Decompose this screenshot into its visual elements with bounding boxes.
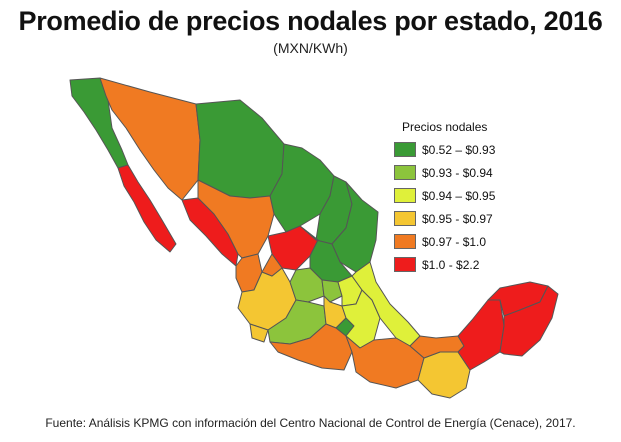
map-subtitle: (MXN/KWh): [273, 40, 348, 56]
state-campeche: [457, 299, 505, 371]
legend-label: $0.97 - $1.0: [422, 234, 487, 249]
legend-label: $0.52 – $0.93: [422, 142, 496, 157]
legend-swatch: [394, 257, 416, 272]
legend-label: $0.93 - $0.94: [422, 165, 493, 180]
legend-label: $0.95 - $0.97: [422, 211, 493, 226]
legend-item: $0.97 - $1.0: [394, 233, 574, 250]
legend-item: $0.95 - $0.97: [394, 210, 574, 227]
legend-swatch: [394, 142, 416, 157]
legend-title: Precios nodales: [402, 120, 488, 134]
legend-swatch: [394, 165, 416, 180]
state-chihuahua: [195, 99, 285, 199]
legend-swatch: [394, 188, 416, 203]
legend-swatch: [394, 234, 416, 249]
map-legend: Precios nodales $0.52 – $0.93 $0.93 - $0.…: [394, 120, 574, 279]
state-colima: [249, 323, 269, 343]
state-queretaro: [321, 279, 343, 303]
state-coahuila: [269, 143, 335, 233]
legend-swatch: [394, 211, 416, 226]
state-aguascalientes: [261, 253, 283, 277]
map-title: Promedio de precios nodales por estado, …: [18, 6, 603, 36]
mexico-choropleth-map: [0, 60, 621, 400]
state-guanajuato: [289, 267, 325, 303]
legend-item: $0.52 – $0.93: [394, 141, 574, 158]
legend-label: $1.0 - $2.2: [422, 257, 480, 272]
legend-item: $0.94 – $0.95: [394, 187, 574, 204]
legend-items: $0.52 – $0.93 $0.93 - $0.94 $0.94 – $0.95 $…: [394, 141, 574, 273]
state-quintana-roo: [499, 285, 559, 357]
state-baja-california-sur: [117, 164, 177, 253]
source-note: Fuente: Análisis KPMG con información de…: [45, 416, 576, 430]
legend-label: $0.94 – $0.95: [422, 188, 496, 203]
legend-item: $1.0 - $2.2: [394, 256, 574, 273]
legend-item: $0.93 - $0.94: [394, 164, 574, 181]
